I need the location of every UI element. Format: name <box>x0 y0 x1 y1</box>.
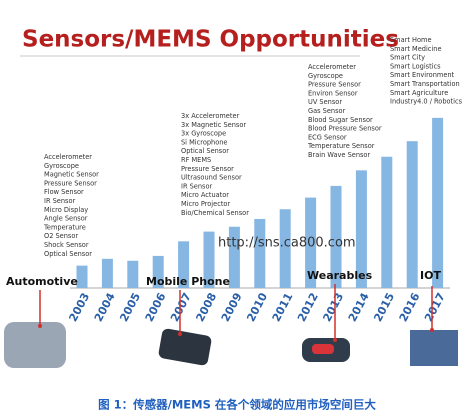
sensor-item: Smart Home <box>390 36 432 44</box>
sensor-item: Si Microphone <box>181 138 228 146</box>
x-tick-label: 2009 <box>219 291 245 324</box>
bar <box>178 241 190 288</box>
sensor-item: UV Sensor <box>308 98 342 106</box>
milestone-dot <box>178 332 182 336</box>
sensor-item: Smart Agriculture <box>390 89 448 97</box>
x-tick-label: 2015 <box>371 291 397 324</box>
sensor-item: Brain Wave Sensor <box>308 151 370 159</box>
x-tick-label: 2011 <box>270 291 296 324</box>
sensor-item: Environ Sensor <box>308 89 358 97</box>
sensor-item: Micro Display <box>44 206 88 214</box>
sensor-item: Gyroscope <box>44 162 79 170</box>
bar <box>355 170 367 288</box>
chart-title: Sensors/MEMS Opportunities <box>22 27 399 53</box>
sensor-item: Blood Pressure Sensor <box>308 125 382 133</box>
x-tick-label: 2007 <box>168 291 194 324</box>
sensor-item: Blood Sugar Sensor <box>308 116 373 124</box>
sensor-item: Pressure Sensor <box>181 165 234 173</box>
sensor-item: Flow Sensor <box>44 188 84 196</box>
milestone-dot <box>38 324 42 328</box>
milestone-dot <box>430 328 434 332</box>
car-photo <box>4 322 66 368</box>
x-tick-label: 2005 <box>117 291 143 324</box>
bar <box>203 231 215 288</box>
iot-photo <box>410 330 458 366</box>
phone-photo <box>158 328 212 366</box>
sensor-item: 3x Gyroscope <box>181 130 226 138</box>
x-tick-label: 2003 <box>66 291 92 324</box>
x-tick-label: 2008 <box>193 291 219 324</box>
sensor-item: Optical Sensor <box>181 147 229 155</box>
bar <box>76 265 88 288</box>
milestone-label: Automotive <box>6 275 78 288</box>
x-tick-label: 2014 <box>346 290 372 323</box>
milestone-label: Mobile Phone <box>146 275 230 288</box>
bar <box>152 255 164 288</box>
bar <box>305 197 317 288</box>
milestone-dot <box>333 338 337 342</box>
milestone-label: Wearables <box>307 269 373 282</box>
sensor-item: Smart Environment <box>390 71 455 79</box>
sensor-item: 3x Magnetic Sensor <box>181 121 246 129</box>
sensor-item: Ultrasound Sensor <box>181 174 242 182</box>
sensor-item: Micro Actuator <box>181 191 229 199</box>
bar <box>228 226 240 288</box>
x-tick-label: 2004 <box>92 290 118 323</box>
x-tick-label: 2010 <box>244 290 270 323</box>
bar <box>254 218 266 288</box>
x-tick-label: 2012 <box>295 291 321 324</box>
x-tick-label: 2013 <box>320 291 346 324</box>
sensor-item: Smart Transportation <box>390 80 460 88</box>
bar <box>101 258 113 288</box>
sensor-item: RF MEMS <box>181 156 211 164</box>
photos <box>4 322 458 368</box>
sensor-item: Bio/Chemical Sensor <box>181 209 249 217</box>
sensor-item: Shock Sensor <box>44 241 89 249</box>
wearable-band <box>312 344 334 354</box>
x-tick-label: 2016 <box>397 290 423 323</box>
sensor-item: Magnetic Sensor <box>44 171 99 179</box>
sensor-item: Pressure Sensor <box>308 81 361 89</box>
bar <box>127 260 139 288</box>
sensor-item: Pressure Sensor <box>44 179 97 187</box>
bar <box>406 141 418 288</box>
caption: 图 1：传感器/MEMS 在各个领域的应用市场空间巨大 <box>98 398 376 412</box>
bar <box>381 156 393 288</box>
sensor-item: O2 Sensor <box>44 232 78 240</box>
sensor-item: IR Sensor <box>44 197 76 205</box>
sensor-item: Temperature <box>43 223 86 231</box>
milestone-label: IOT <box>420 269 441 282</box>
sensor-item: Industry4.0 / Robotics <box>390 98 463 106</box>
sensor-item: Optical Sensor <box>44 250 92 258</box>
x-tick-label: 2006 <box>143 290 169 323</box>
sensor-item: Accelerometer <box>44 153 92 161</box>
x-tick-label: 2017 <box>422 291 448 324</box>
sensor-item: 3x Accelerometer <box>181 112 240 120</box>
sensor-item: Smart Logistics <box>390 62 441 70</box>
bar <box>330 185 342 288</box>
sensor-item: IR Sensor <box>181 182 213 190</box>
sensor-item: ECG Sensor <box>308 133 347 141</box>
sensor-item: Temperature Sensor <box>307 142 375 150</box>
bar <box>432 117 444 288</box>
sensor-item: Gas Sensor <box>308 107 346 115</box>
watermark: http://sns.ca800.com <box>218 236 356 251</box>
sensor-item: Micro Projector <box>181 200 230 208</box>
bar <box>279 209 291 288</box>
sensor-item: Smart Medicine <box>390 45 442 53</box>
sensor-item: Smart City <box>390 54 425 62</box>
sensor-item: Accelerometer <box>308 63 356 71</box>
sensor-item: Angle Sensor <box>44 215 88 223</box>
sensor-item: Gyroscope <box>308 72 343 80</box>
